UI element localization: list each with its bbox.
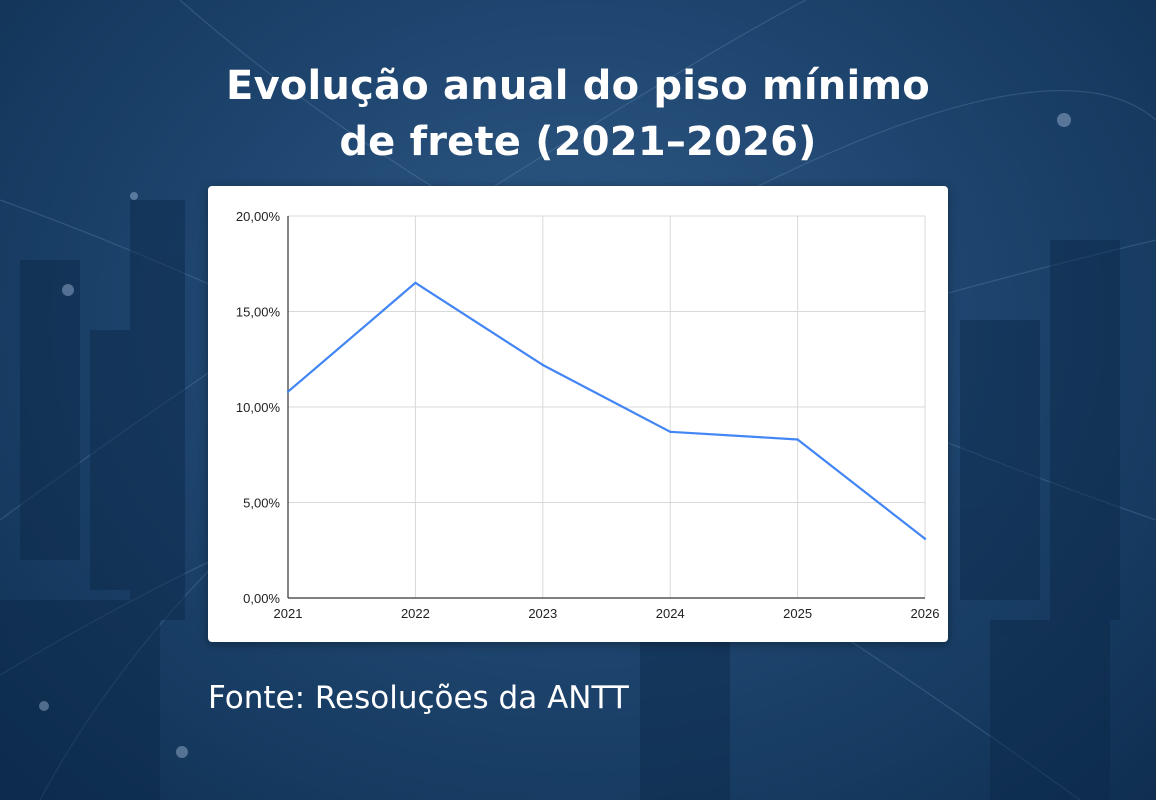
x-tick-label: 2026 (911, 606, 940, 621)
y-tick-label: 5,00% (243, 496, 280, 511)
x-tick-label: 2023 (528, 606, 557, 621)
grid-layer (287, 215, 926, 599)
chart-title: Evolução anual do piso mínimo de frete (… (0, 58, 1156, 170)
x-tick-label: 2022 (401, 606, 430, 621)
y-tick-label: 0,00% (243, 591, 280, 606)
line-chart: 0,00%5,00%10,00%15,00%20,00% 2021 2022 202… (236, 209, 940, 621)
x-tick-label: 2021 (274, 606, 303, 621)
y-tick-label: 15,00% (236, 305, 281, 320)
series-line (287, 281, 926, 540)
x-tick-label: 2025 (783, 606, 812, 621)
chart-card: 0,00% 5,00% 10,00% 15,00% 20,00% 2021 2022 202… (208, 186, 948, 642)
chart-title-line-1: Evolução anual do piso mínimo (226, 63, 930, 109)
data-point (541, 363, 544, 367)
source-note: Fonte: Resoluções da ANTT (208, 680, 629, 716)
data-point (669, 430, 672, 434)
y-tick-label: 20,00% (236, 209, 281, 224)
data-point (796, 438, 799, 441)
y-tick-labels: 0,00% 5,00% 10,00% 15,00% 20,00% (236, 209, 281, 606)
y-tick-label: 10,00% (236, 400, 281, 415)
x-tick-labels: 2021 2022 2023 2024 2025 2026 (274, 606, 940, 621)
data-point (923, 537, 927, 540)
series-layer (286, 281, 927, 540)
x-tick-label: 2024 (656, 606, 685, 621)
data-point (414, 281, 417, 285)
chart-title-line-2: de frete (2021–2026) (339, 119, 817, 165)
data-point (286, 390, 290, 393)
